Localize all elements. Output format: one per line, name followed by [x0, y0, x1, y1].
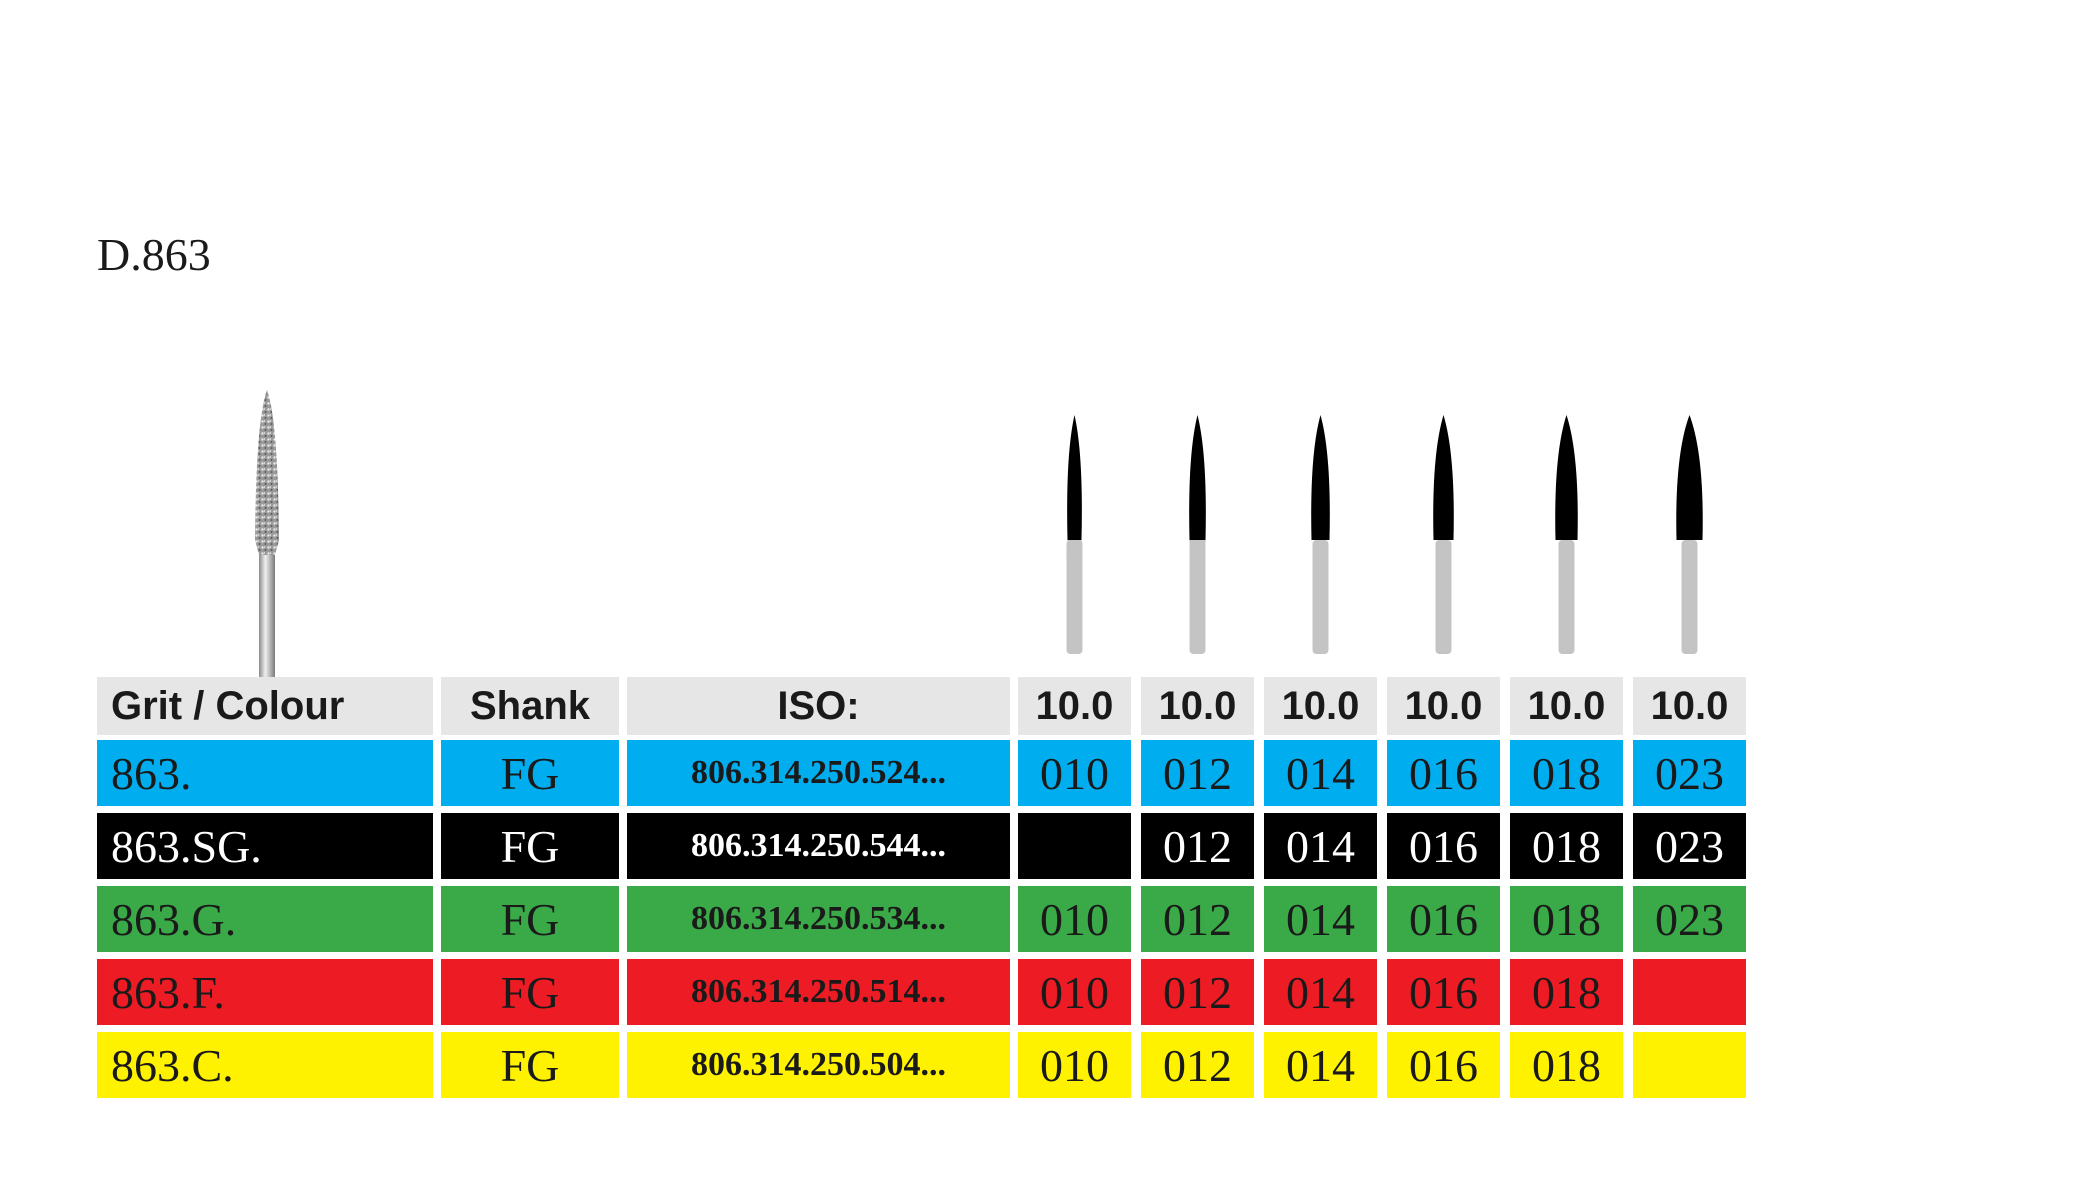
bur-silhouette-2 [1189, 415, 1206, 654]
size-cell [1633, 1032, 1746, 1098]
size-cell: 023 [1633, 813, 1746, 879]
grit-cell: 863.SG. [97, 813, 433, 879]
size-cell: 010 [1018, 740, 1131, 806]
header-shank: Shank [441, 677, 619, 735]
size-cell: 023 [1633, 740, 1746, 806]
size-cell [1018, 813, 1131, 879]
shank-cell: FG [441, 959, 619, 1025]
size-cell: 016 [1387, 959, 1500, 1025]
size-cell: 016 [1387, 886, 1500, 952]
grit-cell: 863. [97, 740, 433, 806]
size-cell: 012 [1141, 886, 1254, 952]
size-cell: 018 [1510, 886, 1623, 952]
header-size-2: 10.0 [1141, 677, 1254, 735]
size-cell: 014 [1264, 959, 1377, 1025]
shank-cell: FG [441, 1032, 619, 1098]
header-grit-colour: Grit / Colour [97, 677, 433, 735]
size-cell: 012 [1141, 813, 1254, 879]
header-size-1: 10.0 [1018, 677, 1131, 735]
diamond-bur-illustration [255, 390, 279, 680]
header-size-4: 10.0 [1387, 677, 1500, 735]
size-cell: 014 [1264, 813, 1377, 879]
shank-cell: FG [441, 886, 619, 952]
header-size-3: 10.0 [1264, 677, 1377, 735]
iso-cell: 806.314.250.534... [627, 886, 1010, 952]
size-cell: 018 [1510, 813, 1623, 879]
iso-cell: 806.314.250.504... [627, 1032, 1010, 1098]
shank-cell: FG [441, 740, 619, 806]
size-cell: 023 [1633, 886, 1746, 952]
iso-cell: 806.314.250.514... [627, 959, 1010, 1025]
size-cell: 012 [1141, 740, 1254, 806]
size-cell: 010 [1018, 959, 1131, 1025]
bur-silhouette-4 [1433, 415, 1454, 654]
size-cell: 016 [1387, 1032, 1500, 1098]
bur-silhouette-6 [1676, 415, 1703, 654]
size-cell: 018 [1510, 959, 1623, 1025]
bur-silhouette-5 [1555, 415, 1578, 654]
size-cell: 016 [1387, 813, 1500, 879]
size-cell: 012 [1141, 959, 1254, 1025]
shank-cell: FG [441, 813, 619, 879]
grit-cell: 863.G. [97, 886, 433, 952]
header-iso: ISO: [627, 677, 1010, 735]
size-cell: 010 [1018, 886, 1131, 952]
size-cell: 018 [1510, 740, 1623, 806]
header-size-6: 10.0 [1633, 677, 1746, 735]
header-size-5: 10.0 [1510, 677, 1623, 735]
iso-cell: 806.314.250.524... [627, 740, 1010, 806]
size-cell: 014 [1264, 886, 1377, 952]
size-cell: 018 [1510, 1032, 1623, 1098]
product-title: D.863 [97, 229, 211, 280]
size-cell: 014 [1264, 1032, 1377, 1098]
size-cell: 010 [1018, 1032, 1131, 1098]
bur-silhouette-1 [1066, 415, 1083, 654]
bur-size-illustrations [1066, 415, 1703, 654]
iso-cell: 806.314.250.544... [627, 813, 1010, 879]
grit-cell: 863.C. [97, 1032, 433, 1098]
size-cell: 016 [1387, 740, 1500, 806]
size-cell [1633, 959, 1746, 1025]
size-cell: 014 [1264, 740, 1377, 806]
size-cell: 012 [1141, 1032, 1254, 1098]
bur-silhouette-3 [1311, 415, 1330, 654]
grit-cell: 863.F. [97, 959, 433, 1025]
